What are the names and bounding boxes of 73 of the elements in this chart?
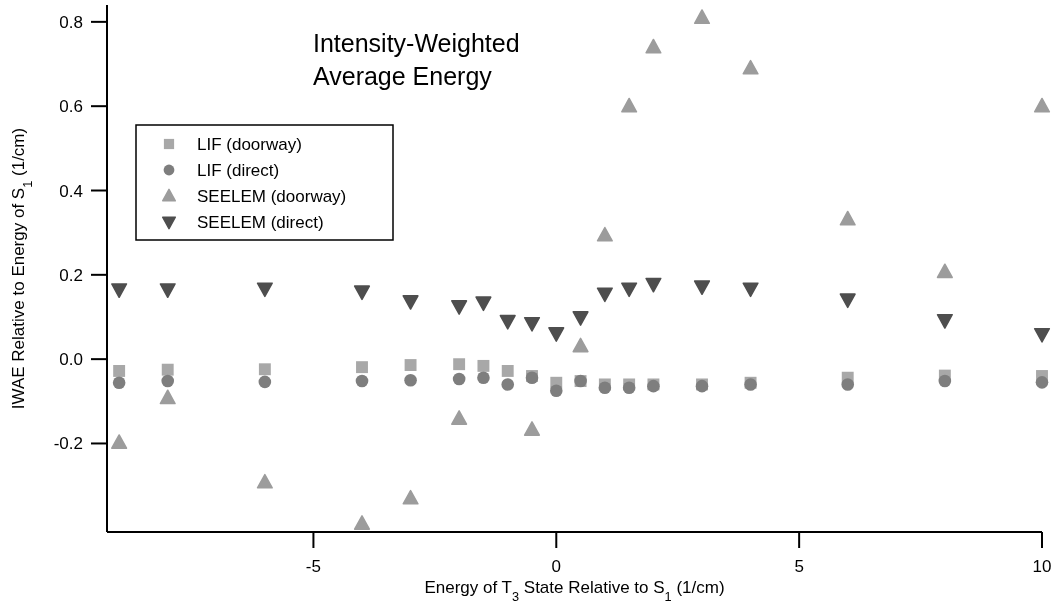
point bbox=[159, 389, 176, 405]
legend-label: SEELEM (doorway) bbox=[197, 187, 347, 206]
point bbox=[645, 38, 662, 54]
y-tick-label: 0.4 bbox=[59, 181, 83, 201]
point bbox=[501, 378, 515, 391]
point bbox=[1033, 327, 1051, 343]
point bbox=[477, 371, 490, 384]
point bbox=[112, 376, 126, 390]
point bbox=[938, 374, 952, 388]
point bbox=[402, 295, 419, 310]
point bbox=[572, 337, 589, 353]
point bbox=[404, 373, 417, 387]
y-tick-label: 0.8 bbox=[59, 12, 83, 32]
y-tick-label: 0.6 bbox=[59, 97, 83, 117]
point bbox=[1033, 97, 1051, 113]
point bbox=[693, 9, 711, 24]
legend-label: LIF (doorway) bbox=[197, 135, 302, 154]
point bbox=[572, 311, 589, 326]
point bbox=[111, 283, 128, 299]
point bbox=[161, 363, 174, 376]
y-tick-label: 0.0 bbox=[59, 350, 83, 370]
x-tick-label: 10 bbox=[1032, 557, 1052, 576]
point bbox=[596, 226, 613, 242]
x-tick-label: 0 bbox=[551, 557, 562, 576]
legend-label: LIF (direct) bbox=[197, 161, 280, 180]
y-tick-label: 0.2 bbox=[59, 265, 83, 285]
point bbox=[256, 473, 273, 489]
point bbox=[936, 263, 953, 279]
point bbox=[549, 384, 563, 398]
point bbox=[159, 283, 176, 299]
point bbox=[258, 375, 272, 389]
point bbox=[839, 210, 856, 226]
point bbox=[548, 327, 565, 342]
point bbox=[621, 97, 638, 113]
point bbox=[355, 374, 369, 388]
point bbox=[523, 316, 541, 332]
point bbox=[499, 314, 516, 330]
point bbox=[621, 282, 638, 298]
legend-label: SEELEM (direct) bbox=[197, 213, 324, 232]
point bbox=[523, 421, 541, 436]
point bbox=[841, 378, 855, 391]
point bbox=[645, 277, 662, 293]
point bbox=[451, 410, 468, 425]
point bbox=[622, 381, 636, 395]
point bbox=[475, 296, 492, 312]
point bbox=[353, 285, 371, 301]
point bbox=[451, 300, 468, 315]
point bbox=[742, 282, 759, 298]
point bbox=[113, 365, 126, 377]
point bbox=[596, 287, 613, 303]
point bbox=[402, 489, 419, 505]
point bbox=[161, 374, 175, 388]
point bbox=[111, 434, 128, 449]
y-tick-label: -0.2 bbox=[53, 434, 83, 454]
x-tick-label: -5 bbox=[305, 557, 321, 576]
text: Intensity-Weighted Average Energy bbox=[313, 29, 520, 90]
point bbox=[453, 358, 466, 371]
point bbox=[477, 359, 490, 372]
point bbox=[742, 59, 759, 75]
point bbox=[1035, 376, 1049, 389]
point bbox=[353, 515, 371, 530]
point bbox=[256, 282, 273, 298]
point bbox=[404, 359, 417, 371]
point bbox=[693, 280, 711, 296]
x-tick-label: 5 bbox=[794, 557, 804, 576]
x-axis-title: Energy of T$_{3}$ State Relative to S$_{1}$ (1/cm) bbox=[424, 578, 725, 604]
point bbox=[598, 381, 612, 395]
point bbox=[356, 361, 368, 374]
point bbox=[452, 372, 466, 386]
point bbox=[501, 365, 514, 377]
point bbox=[936, 314, 953, 329]
point bbox=[258, 363, 271, 376]
point bbox=[839, 293, 856, 309]
